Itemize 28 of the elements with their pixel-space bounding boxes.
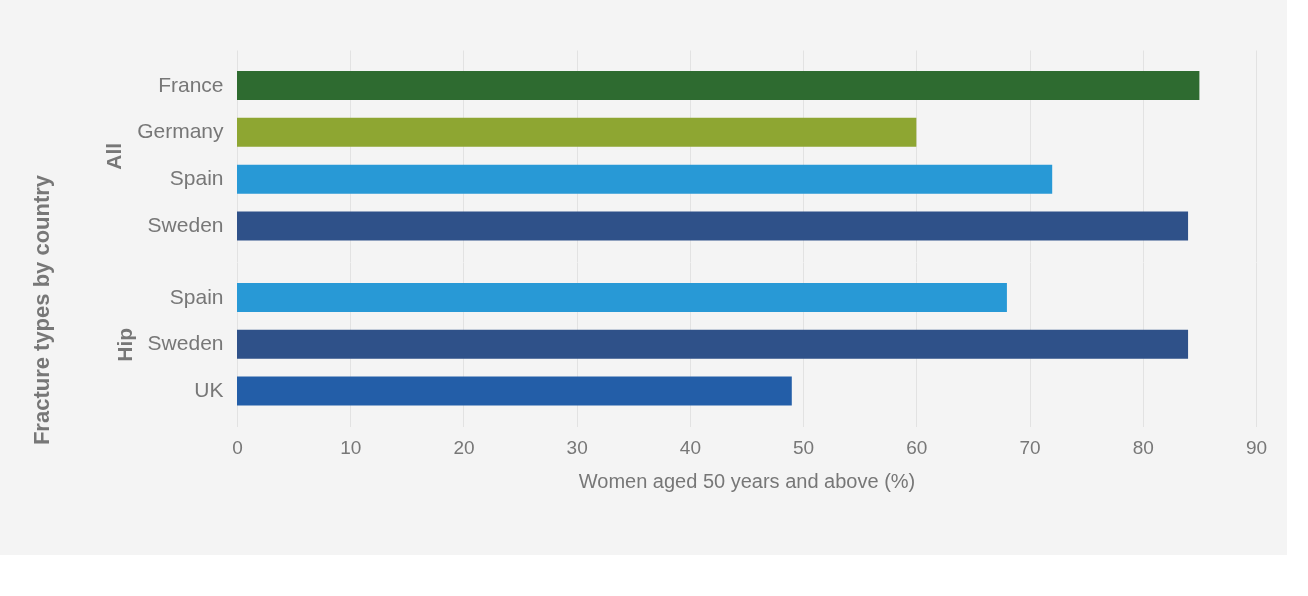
x-tick-label: 60 — [906, 437, 928, 458]
y-tick-label: Germany — [137, 119, 224, 143]
x-tick-label: 70 — [1019, 437, 1041, 458]
y-tick-label: Sweden — [147, 212, 224, 236]
bar — [237, 164, 1053, 194]
x-tick-label: 50 — [793, 437, 815, 458]
y-tick-label: Spain — [169, 166, 224, 190]
x-tick-label: 20 — [453, 437, 475, 458]
y-tick-label: UK — [194, 377, 224, 401]
bar — [237, 329, 1189, 359]
x-axis-title: Women aged 50 years and above (%) — [578, 470, 916, 492]
x-tick-label: 10 — [340, 437, 362, 458]
bar — [237, 211, 1189, 241]
y-axis-title: All — [102, 142, 126, 170]
bar — [237, 283, 1007, 312]
text: Fracture types by country — [29, 174, 54, 446]
y-axis-title: Hip — [112, 327, 136, 362]
y-tick-label: France — [158, 72, 224, 96]
y-tick-label: Sweden — [147, 331, 224, 355]
x-tick-label: 90 — [1245, 437, 1268, 458]
y-tick-label: Spain — [169, 284, 224, 308]
x-tick-label: 30 — [566, 437, 588, 458]
bar — [237, 71, 1200, 101]
x-tick-label: 40 — [679, 437, 701, 458]
bar — [237, 376, 792, 406]
bar — [237, 117, 917, 147]
x-tick-label: 80 — [1132, 437, 1154, 458]
x-tick-label: 0 — [232, 437, 243, 458]
